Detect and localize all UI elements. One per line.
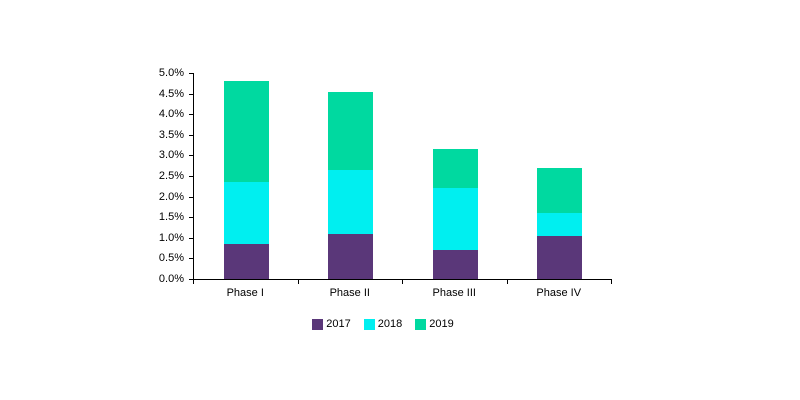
bar-segment-2018-phase-iv[interactable] bbox=[537, 213, 582, 236]
y-axis-tick-mark bbox=[189, 258, 193, 259]
bar-segment-2017-phase-i[interactable] bbox=[224, 243, 269, 279]
x-axis-tick-mark bbox=[507, 280, 508, 284]
bar-segment-2019-phase-iv[interactable] bbox=[537, 167, 582, 214]
y-axis-tick-label: 4.0% bbox=[158, 108, 184, 121]
y-axis-tick-mark bbox=[189, 114, 193, 115]
legend-swatch-2019 bbox=[415, 318, 427, 330]
y-axis-tick-mark bbox=[189, 279, 193, 280]
legend-item-2017[interactable]: 2017 bbox=[312, 318, 351, 330]
x-axis-category-label-phase-ii: Phase II bbox=[329, 287, 370, 299]
bar-segment-2018-phase-iii[interactable] bbox=[433, 188, 478, 251]
y-axis-tick-mark bbox=[189, 135, 193, 136]
y-axis-tick-label: 3.5% bbox=[158, 128, 184, 141]
bar-segment-2017-phase-iv[interactable] bbox=[537, 235, 582, 279]
x-axis-tick-mark bbox=[298, 280, 299, 284]
plot-area[interactable] bbox=[193, 73, 612, 280]
y-axis-tick-label: 1.5% bbox=[158, 211, 184, 224]
y-axis-tick-mark bbox=[189, 217, 193, 218]
legend-swatch-2018 bbox=[363, 318, 375, 330]
bar-segment-2017-phase-ii[interactable] bbox=[328, 233, 373, 279]
legend-swatch-2017 bbox=[312, 318, 324, 330]
x-axis-category-label-phase-iii: Phase III bbox=[432, 287, 476, 299]
bar-segment-2017-phase-iii[interactable] bbox=[433, 250, 478, 279]
chart-legend: 2017 2018 2019 bbox=[155, 318, 611, 330]
y-axis-tick-label: 1.0% bbox=[158, 231, 184, 244]
y-axis-tick-mark bbox=[189, 73, 193, 74]
y-axis-tick-mark bbox=[189, 155, 193, 156]
x-axis-tick-mark bbox=[402, 280, 403, 284]
x-axis-tick-mark bbox=[611, 280, 612, 284]
y-axis-tick-mark bbox=[189, 238, 193, 239]
bar-segment-2018-phase-i[interactable] bbox=[224, 182, 269, 244]
x-axis-category-label-phase-i: Phase I bbox=[226, 287, 264, 299]
y-axis-tick-mark bbox=[189, 176, 193, 177]
y-axis-tick-label: 0.0% bbox=[158, 273, 184, 285]
legend-label: 2017 bbox=[326, 318, 351, 330]
y-axis-tick-label: 4.5% bbox=[158, 87, 184, 100]
y-axis-tick-label: 2.5% bbox=[158, 170, 184, 182]
bar-segment-2019-phase-ii[interactable] bbox=[328, 91, 373, 170]
y-axis-tick-label: 5.0% bbox=[158, 67, 184, 79]
y-axis-tick-label: 3.0% bbox=[158, 149, 184, 162]
bar-segment-2018-phase-ii[interactable] bbox=[328, 169, 373, 234]
bar-segment-2019-phase-i[interactable] bbox=[224, 81, 269, 183]
legend-label: 2018 bbox=[377, 318, 403, 330]
legend-item-2018[interactable]: 2018 bbox=[363, 318, 403, 330]
y-axis-tick-mark bbox=[189, 197, 193, 198]
y-axis-tick-label: 0.5% bbox=[158, 252, 184, 265]
y-axis-tick-label: 2.0% bbox=[158, 190, 184, 203]
legend-item-2019[interactable]: 2019 bbox=[415, 318, 454, 330]
x-axis-tick-mark bbox=[193, 280, 194, 284]
bar-segment-2019-phase-iii[interactable] bbox=[433, 149, 478, 189]
y-axis-tick-mark bbox=[189, 94, 193, 95]
x-axis-category-label-phase-iv: Phase IV bbox=[536, 287, 582, 299]
legend-label: 2019 bbox=[429, 318, 454, 330]
